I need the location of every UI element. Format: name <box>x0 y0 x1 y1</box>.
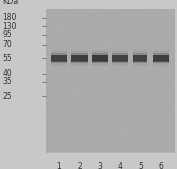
Bar <box>50 52 67 65</box>
Bar <box>112 52 127 65</box>
Bar <box>50 49 67 67</box>
Text: 3: 3 <box>98 162 102 169</box>
Bar <box>133 53 147 63</box>
Bar <box>153 54 169 62</box>
Text: 4: 4 <box>117 162 122 169</box>
Bar <box>92 49 108 67</box>
Bar <box>112 54 127 62</box>
Bar <box>92 52 108 65</box>
Bar <box>50 53 67 63</box>
Bar <box>112 53 127 63</box>
Bar <box>153 53 169 63</box>
Bar <box>71 53 88 63</box>
Text: 55: 55 <box>3 54 12 63</box>
Bar <box>133 49 147 67</box>
Text: 95: 95 <box>3 30 12 39</box>
Bar <box>72 61 87 62</box>
Bar <box>113 61 127 62</box>
Bar <box>154 61 168 62</box>
Bar <box>133 52 147 65</box>
Text: 130: 130 <box>3 22 17 31</box>
Text: 6: 6 <box>158 162 163 169</box>
Text: 25: 25 <box>3 92 12 101</box>
Bar <box>92 54 108 62</box>
Bar <box>51 61 66 62</box>
Text: 40: 40 <box>3 69 12 78</box>
Bar <box>134 61 147 62</box>
Text: 5: 5 <box>138 162 143 169</box>
Bar <box>50 54 67 62</box>
Bar <box>92 53 108 63</box>
Bar <box>92 61 107 62</box>
Bar <box>153 52 169 65</box>
Text: 70: 70 <box>3 40 12 49</box>
Text: 35: 35 <box>3 77 12 87</box>
Bar <box>71 49 88 67</box>
Bar <box>153 49 169 67</box>
Bar <box>71 52 88 65</box>
Text: KDa: KDa <box>2 0 18 6</box>
Bar <box>133 54 147 62</box>
Bar <box>71 54 88 62</box>
Bar <box>112 49 127 67</box>
Text: 180: 180 <box>3 13 17 22</box>
Text: 1: 1 <box>56 162 61 169</box>
Text: 2: 2 <box>77 162 82 169</box>
